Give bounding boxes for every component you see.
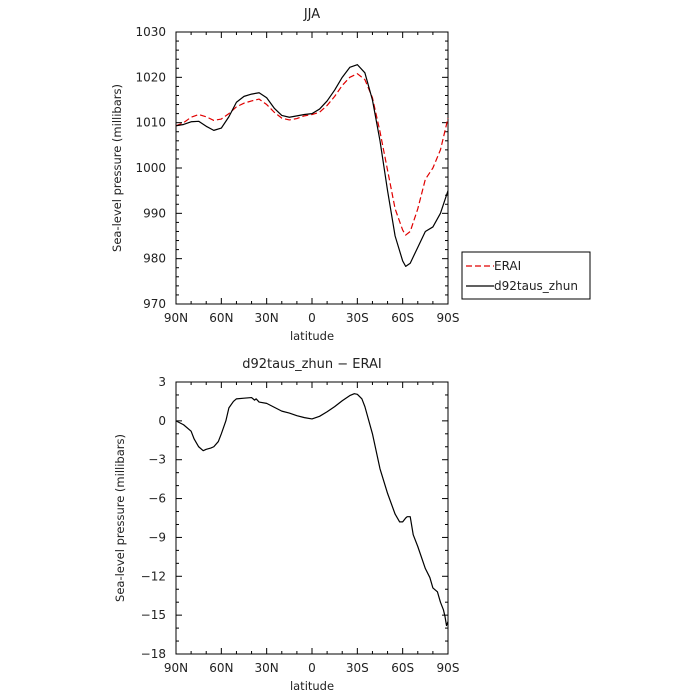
y-axis-label: Sea-level pressure (millibars) bbox=[113, 434, 127, 602]
x-tick-label: 0 bbox=[308, 661, 316, 675]
series-line-ERAI bbox=[175, 73, 449, 236]
x-tick-label: 90S bbox=[437, 311, 460, 325]
chart-title: d92taus_zhun − ERAI bbox=[242, 357, 382, 372]
x-tick-label: 0 bbox=[308, 311, 316, 325]
y-axis-label: Sea-level pressure (millibars) bbox=[110, 84, 124, 252]
x-tick-label: 90S bbox=[437, 661, 460, 675]
x-axis-label: latitude bbox=[290, 329, 334, 343]
legend-entry: d92taus_zhun bbox=[494, 279, 578, 293]
x-tick-label: 90N bbox=[164, 311, 188, 325]
x-axis-label: latitude bbox=[290, 679, 334, 693]
y-tick-label: −6 bbox=[148, 492, 166, 506]
y-tick-label: 3 bbox=[158, 375, 166, 389]
y-tick-label: 990 bbox=[143, 206, 166, 220]
y-tick-label: 1020 bbox=[135, 70, 166, 84]
plot-frame-1 bbox=[175, 381, 449, 655]
series-line-difference bbox=[175, 393, 449, 627]
x-tick-label: 90N bbox=[164, 661, 188, 675]
legend-box bbox=[461, 251, 591, 300]
x-tick-label: 30S bbox=[346, 311, 369, 325]
y-tick-label: 1030 bbox=[135, 25, 166, 39]
x-tick-label: 60N bbox=[209, 661, 233, 675]
x-tick-label: 30S bbox=[346, 661, 369, 675]
x-tick-label: 30N bbox=[255, 661, 279, 675]
series-line-d92taus_zhun bbox=[175, 64, 449, 267]
y-tick-label: −15 bbox=[141, 608, 166, 622]
y-tick-label: −9 bbox=[148, 530, 166, 544]
legend-entry: ERAI bbox=[494, 259, 521, 273]
y-tick-label: 1010 bbox=[135, 116, 166, 130]
x-tick-label: 60S bbox=[391, 311, 414, 325]
chart-title: JJA bbox=[303, 7, 320, 22]
y-tick-label: −3 bbox=[148, 453, 166, 467]
y-tick-label: 970 bbox=[143, 297, 166, 311]
y-tick-label: 1000 bbox=[135, 161, 166, 175]
plot-frame-0 bbox=[175, 31, 449, 305]
x-tick-label: 60N bbox=[209, 311, 233, 325]
x-tick-label: 30N bbox=[255, 311, 279, 325]
y-tick-label: 0 bbox=[158, 414, 166, 428]
y-tick-label: −12 bbox=[141, 569, 166, 583]
x-tick-label: 60S bbox=[391, 661, 414, 675]
y-tick-label: −18 bbox=[141, 647, 166, 661]
y-tick-label: 980 bbox=[143, 252, 166, 266]
